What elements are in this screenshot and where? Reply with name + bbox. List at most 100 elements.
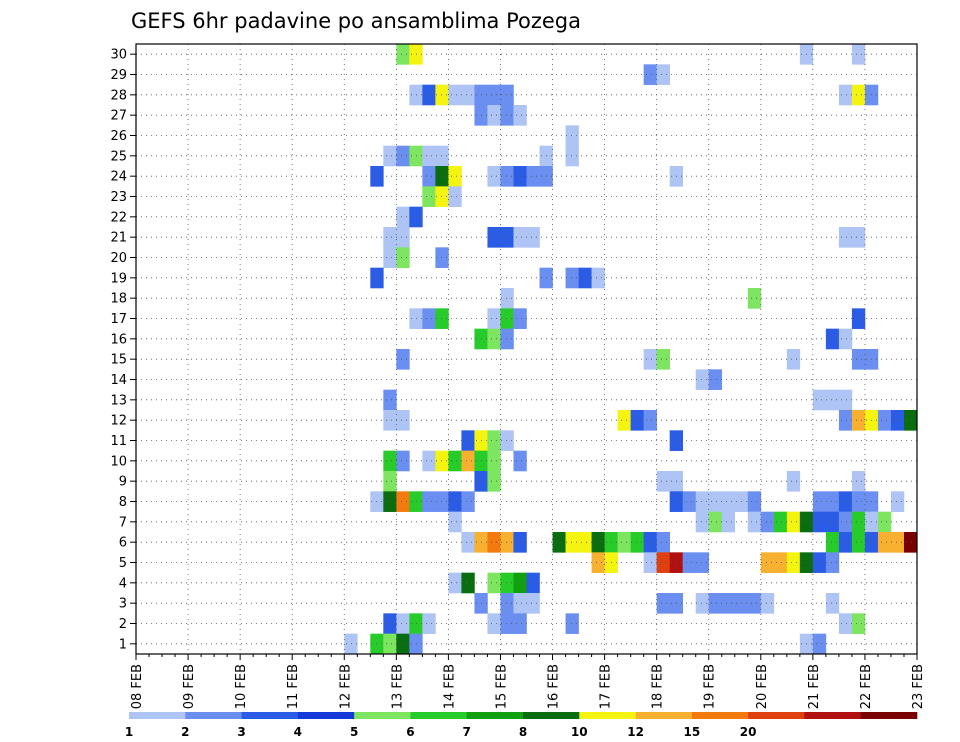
colorbar-swatch [466, 712, 524, 719]
precip-cell [695, 593, 710, 614]
precip-cell [851, 491, 866, 512]
precip-cell [396, 410, 410, 431]
precip-cell [383, 491, 397, 512]
precip-cell [851, 227, 866, 248]
precip-cell [708, 511, 723, 533]
precip-cell [851, 613, 866, 634]
y-tick-label: 19 [110, 271, 127, 286]
precip-cell [825, 389, 840, 411]
y-tick-label: 12 [110, 414, 127, 429]
x-tick-label: 10 FEB [234, 664, 249, 709]
precip-cell [708, 593, 723, 614]
colorbar-label: 6 [406, 725, 414, 739]
precip-cell [487, 227, 501, 248]
precip-cell [422, 613, 436, 634]
y-tick-label: 17 [110, 312, 127, 327]
x-tick-label: 22 FEB [859, 664, 874, 709]
precip-cell [565, 613, 579, 634]
precip-cell [422, 145, 436, 167]
precip-cell [838, 613, 853, 634]
precip-cell [396, 247, 410, 268]
precip-cell [825, 328, 840, 350]
precip-cell [773, 511, 788, 533]
x-tick-label: 21 FEB [807, 664, 822, 709]
precip-cell [760, 511, 775, 533]
colorbar-swatch [748, 712, 805, 719]
precip-cell [825, 532, 840, 553]
colorbar-label: 10 [571, 725, 588, 739]
precip-cell [838, 491, 853, 512]
chart-title: GEFS 6hr padavine po ansamblima Pozega [131, 9, 581, 33]
precip-cell [656, 593, 670, 614]
y-tick-label: 5 [119, 556, 127, 571]
x-tick-label: 20 FEB [755, 664, 770, 709]
precip-cell [435, 491, 449, 512]
precip-cell [448, 84, 462, 106]
precip-cell [617, 410, 631, 431]
precip-cell [422, 450, 436, 472]
precip-cell [487, 450, 501, 472]
precip-cell [500, 593, 514, 614]
precip-cell [578, 267, 592, 289]
precip-cell [396, 491, 410, 512]
precip-cell [500, 532, 514, 553]
precip-cell [461, 450, 475, 472]
precip-cell [747, 288, 762, 309]
precip-cell [877, 511, 892, 533]
precip-cell [396, 206, 410, 228]
precip-cell [435, 247, 449, 268]
precip-cell [383, 410, 397, 431]
colorbar-swatch [297, 712, 355, 719]
precip-cell [526, 227, 540, 248]
colorbar-label: 12 [627, 725, 644, 739]
colorbar-label: 15 [684, 725, 701, 739]
precip-cell [656, 64, 670, 85]
precip-cell [591, 532, 605, 553]
precip-cell [526, 166, 540, 187]
precip-cell [721, 593, 736, 614]
precip-cell [513, 105, 527, 126]
precip-cell [383, 471, 397, 492]
y-tick-label: 15 [110, 353, 127, 368]
y-tick-label: 27 [110, 109, 127, 124]
precip-cell [396, 450, 410, 472]
precip-cell [656, 532, 670, 553]
precip-cell [656, 552, 670, 573]
x-tick-label: 19 FEB [703, 664, 718, 709]
precip-cell [422, 166, 436, 187]
precip-cell [383, 389, 397, 411]
precip-cell [786, 349, 801, 370]
colorbar-legend: 1 2 3 4 5 6 7 8 10 12 15 20 [125, 712, 918, 739]
precip-cell [565, 125, 579, 146]
precip-cell [383, 633, 397, 655]
colorbar-swatch [410, 712, 468, 719]
precip-cell [773, 552, 788, 573]
colorbar-label: 20 [740, 725, 757, 739]
precip-cell [396, 633, 410, 655]
x-tick-label: 15 FEB [494, 664, 509, 709]
precip-cell [578, 532, 592, 553]
y-tick-label: 25 [110, 149, 127, 164]
precip-cell [760, 593, 775, 614]
y-tick-label: 8 [119, 495, 127, 510]
colorbar-label: 7 [463, 725, 471, 739]
precip-cell [630, 410, 644, 431]
colorbar-label: 3 [237, 725, 245, 739]
precip-cell [344, 633, 358, 655]
colorbar-label: 4 [294, 725, 302, 739]
y-tick-label: 14 [110, 373, 127, 388]
colorbar-label: 8 [519, 725, 527, 739]
precip-cell [526, 593, 540, 614]
precip-cell [513, 572, 527, 594]
precip-cell [903, 410, 918, 431]
y-tick-label: 28 [110, 88, 127, 103]
colorbar-label: 2 [181, 725, 189, 739]
y-tick-label: 22 [110, 210, 127, 225]
precip-cell [500, 613, 514, 634]
precip-cell [695, 511, 710, 533]
y-tick-label: 9 [119, 475, 127, 490]
precip-cell [487, 613, 501, 634]
precip-cell [500, 227, 514, 248]
precip-cell [786, 471, 801, 492]
